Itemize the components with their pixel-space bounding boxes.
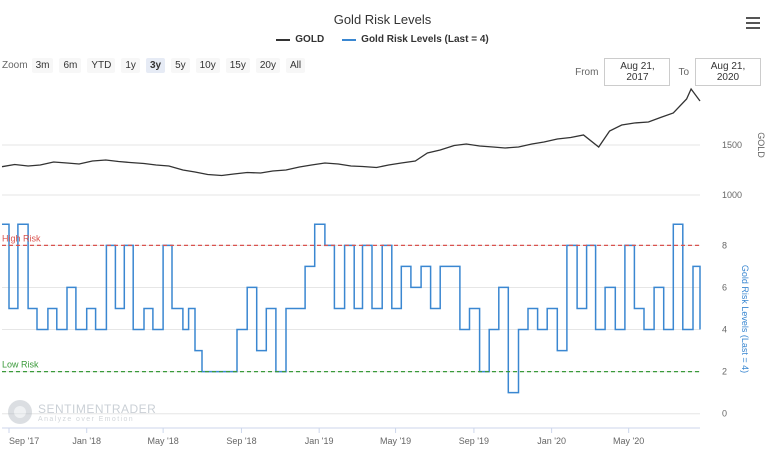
to-label: To (678, 66, 689, 78)
x-tick-label: Sep '17 (9, 436, 39, 446)
zoom-10y-button[interactable]: 10y (195, 58, 220, 73)
zoom-6m-button[interactable]: 6m (59, 58, 82, 73)
x-tick-label: May '18 (148, 436, 179, 446)
x-tick-label: Sep '18 (226, 436, 256, 446)
y-axis-title: Gold Risk Levels (Last = 4) (740, 265, 750, 373)
x-tick-label: Sep '19 (459, 436, 489, 446)
zoom-label: Zoom (2, 60, 28, 71)
y-tick-label: 1500 (722, 140, 742, 150)
zoom-1y-button[interactable]: 1y (121, 58, 140, 73)
legend-item-gold[interactable]: GOLD (276, 34, 324, 45)
x-tick-label: Jan '20 (537, 436, 566, 446)
zoom-20y-button[interactable]: 20y (255, 58, 280, 73)
watermark-logo-icon (8, 400, 32, 424)
zoom-all-button[interactable]: All (286, 58, 306, 73)
x-tick-label: May '20 (613, 436, 644, 446)
zoom-ytd-button[interactable]: YTD (87, 58, 116, 73)
y-tick-label: 4 (722, 325, 727, 335)
series-line (1, 87, 701, 177)
y-axis-title: GOLD (756, 132, 765, 158)
hamburger-menu-icon[interactable] (746, 17, 760, 32)
y-tick-label: 8 (722, 240, 727, 250)
watermark-tagline: Analyze over Emotion (38, 415, 135, 423)
x-tick-label: Jan '18 (72, 436, 101, 446)
x-tick-label: Jan '19 (305, 436, 334, 446)
zoom-5y-button[interactable]: 5y (171, 58, 190, 73)
to-date-input[interactable]: Aug 21, 2020 (695, 58, 761, 86)
watermark: SENTIMENTRADER Analyze over Emotion (8, 400, 156, 424)
from-label: From (575, 66, 599, 78)
zoom-bar: Zoom 3m 6m YTD 1y 3y 5y 10y 15y 20y All (2, 58, 311, 73)
zoom-3m-button[interactable]: 3m (31, 58, 54, 73)
threshold-label: Low Risk (2, 360, 39, 370)
legend: GOLD Gold Risk Levels (Last = 4) (0, 34, 765, 45)
legend-label-risk: Gold Risk Levels (Last = 4) (361, 34, 489, 45)
watermark-name: SENTIMENTRADER (38, 401, 157, 416)
x-tick-label: May '19 (380, 436, 411, 446)
y-tick-label: 6 (722, 282, 727, 292)
threshold-label: High Risk (2, 233, 41, 243)
legend-item-risk[interactable]: Gold Risk Levels (Last = 4) (342, 34, 489, 45)
y-tick-label: 0 (722, 409, 727, 419)
legend-label-gold: GOLD (295, 34, 325, 45)
chart-title: Gold Risk Levels (333, 12, 432, 27)
legend-swatch-gold (276, 38, 291, 41)
zoom-15y-button[interactable]: 15y (225, 58, 250, 73)
date-range: From Aug 21, 2017 To Aug 21, 2020 (575, 58, 761, 86)
from-date-input[interactable]: Aug 21, 2017 (604, 58, 671, 86)
y-tick-label: 1000 (722, 190, 742, 200)
y-tick-label: 2 (722, 367, 727, 377)
zoom-3y-button[interactable]: 3y (145, 58, 166, 73)
legend-swatch-risk (342, 38, 357, 41)
series-line (2, 223, 701, 394)
